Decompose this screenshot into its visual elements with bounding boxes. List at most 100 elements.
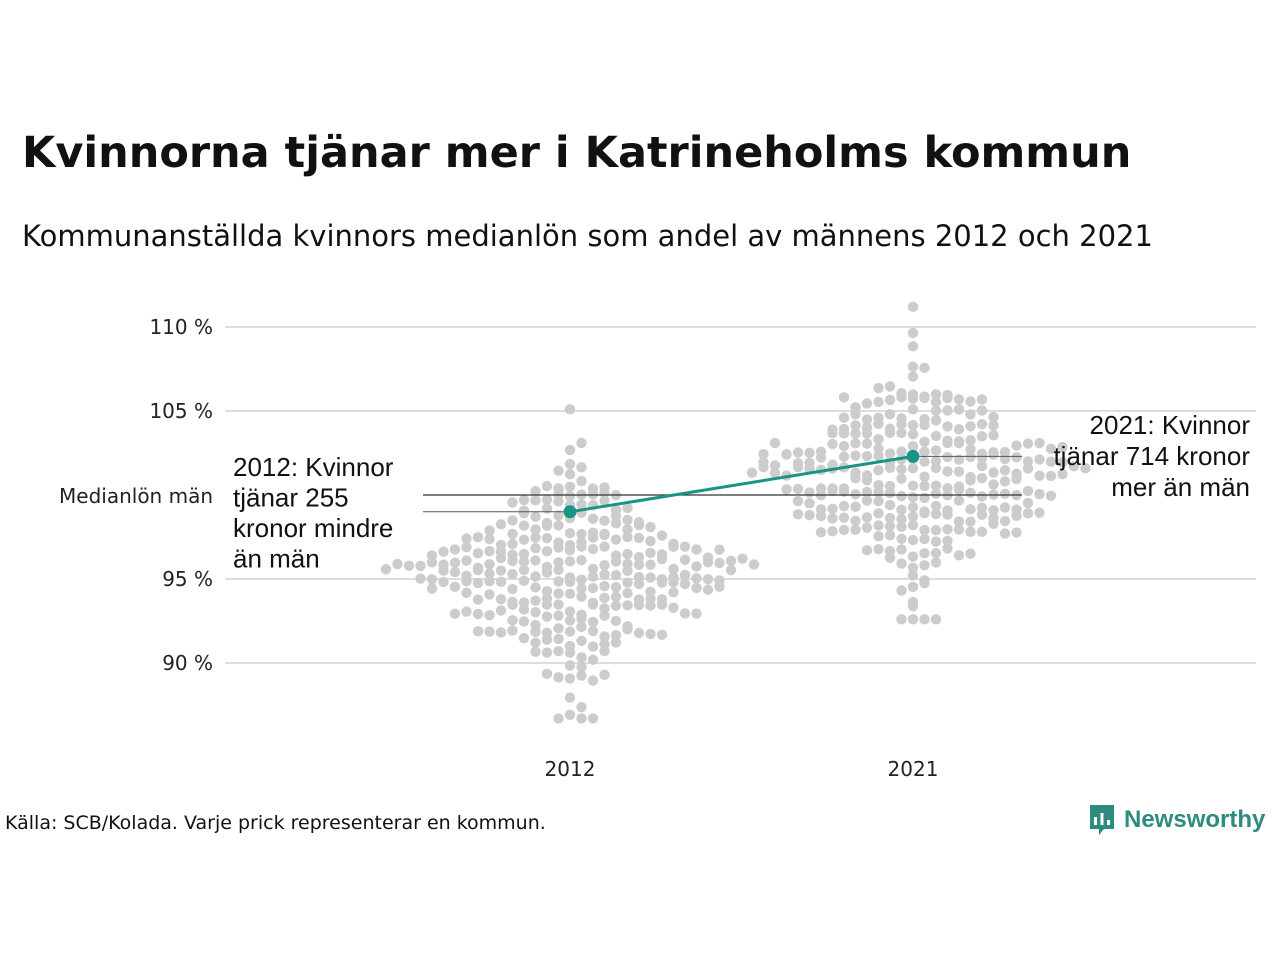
- municipality-dot: [380, 564, 392, 575]
- municipality-dot: [679, 608, 691, 619]
- municipality-dot: [907, 393, 919, 404]
- municipality-dot: [815, 452, 827, 463]
- municipality-dot: [873, 396, 884, 408]
- municipality-dot: [827, 427, 838, 439]
- highlight-layer: [563, 449, 920, 519]
- municipality-dot: [633, 627, 645, 639]
- municipality-dot: [1011, 440, 1022, 451]
- municipality-dot: [896, 585, 907, 596]
- municipality-dot: [1080, 463, 1091, 474]
- chart-title: Kvinnorna tjänar mer i Katrineholms komm…: [22, 128, 1132, 178]
- municipality-dot: [942, 535, 953, 546]
- municipality-dot: [576, 554, 587, 566]
- municipality-dot: [610, 510, 622, 522]
- municipality-dot: [484, 534, 495, 545]
- municipality-dot: [907, 519, 919, 531]
- municipality-dot: [919, 392, 930, 404]
- municipality-dot: [610, 569, 622, 581]
- municipality-dot: [507, 568, 518, 580]
- municipality-dot: [838, 440, 850, 452]
- y-tick-label: 95 %: [162, 567, 213, 591]
- municipality-dot: [873, 418, 884, 430]
- brand-name: Newsworthy: [1124, 806, 1266, 833]
- municipality-dot: [907, 327, 919, 339]
- municipality-dot: [965, 435, 976, 446]
- municipality-dot: [1045, 456, 1057, 467]
- municipality-dot: [815, 510, 827, 522]
- municipality-dot: [702, 556, 714, 568]
- municipality-dot: [988, 505, 999, 516]
- municipality-dot: [553, 610, 564, 621]
- municipality-dot: [1034, 437, 1045, 449]
- municipality-dot: [884, 381, 896, 392]
- municipality-dot: [919, 480, 930, 492]
- municipality-dot: [530, 495, 541, 506]
- municipality-dot: [815, 527, 827, 538]
- municipality-dot: [645, 559, 656, 570]
- municipality-dot: [873, 465, 884, 476]
- municipality-dot: [930, 462, 942, 474]
- municipality-dot: [564, 576, 576, 588]
- municipality-dot: [633, 599, 645, 611]
- municipality-dot: [861, 428, 873, 439]
- chart-subtitle: Kommunanställda kvinnors medianlön som a…: [22, 219, 1153, 253]
- municipality-dot: [691, 582, 702, 594]
- municipality-dot: [838, 412, 850, 423]
- municipality-dot: [942, 543, 953, 554]
- annotation-text: kronor mindre: [233, 513, 393, 543]
- municipality-dot: [999, 502, 1011, 513]
- municipality-dot: [907, 404, 919, 415]
- municipality-dot: [884, 552, 896, 563]
- municipality-dot: [861, 495, 873, 506]
- municipality-dot: [769, 460, 781, 471]
- y-tick-label: 110 %: [149, 315, 213, 339]
- municipality-dot: [861, 475, 873, 486]
- municipality-dot: [530, 571, 541, 582]
- municipality-dot: [645, 521, 656, 533]
- municipality-dot: [873, 487, 884, 498]
- municipality-dot: [850, 515, 861, 526]
- municipality-dot: [965, 444, 976, 455]
- municipality-dot: [781, 449, 792, 460]
- municipality-dot: [838, 451, 850, 462]
- municipality-dot: [896, 446, 907, 457]
- municipality-dot: [656, 553, 668, 565]
- municipality-dot: [1022, 463, 1034, 474]
- municipality-dot: [907, 614, 919, 625]
- municipality-dot: [827, 485, 838, 497]
- municipality-dot: [484, 525, 495, 536]
- municipality-dot: [518, 548, 530, 560]
- municipality-dot: [645, 586, 656, 597]
- municipality-dot: [976, 405, 988, 416]
- municipality-dot: [919, 456, 930, 467]
- municipality-dot: [907, 601, 919, 612]
- municipality-dot: [530, 582, 541, 593]
- municipality-dot: [553, 465, 564, 476]
- municipality-dot: [896, 521, 907, 533]
- municipality-dot: [896, 614, 907, 625]
- municipality-dot: [884, 512, 896, 524]
- municipality-dot: [599, 592, 610, 604]
- municipality-dot: [781, 484, 792, 495]
- municipality-dot: [610, 556, 622, 567]
- municipality-dot: [976, 472, 988, 484]
- annotation-text: mer än män: [1111, 472, 1250, 502]
- municipality-dot: [942, 466, 953, 477]
- municipality-dot: [599, 529, 610, 541]
- municipality-dot: [907, 501, 919, 513]
- municipality-dot: [999, 528, 1011, 539]
- municipality-dot: [449, 544, 461, 555]
- municipality-dot: [930, 548, 942, 559]
- municipality-dot: [907, 361, 919, 372]
- municipality-dot: [564, 544, 576, 556]
- municipality-dot: [599, 580, 610, 592]
- municipality-dot: [668, 563, 679, 575]
- municipality-dot: [507, 555, 518, 567]
- grid-layer: [225, 326, 1256, 664]
- municipality-dot: [930, 405, 942, 416]
- municipality-dot: [976, 491, 988, 502]
- municipality-dot: [541, 634, 553, 646]
- municipality-dot: [953, 484, 965, 495]
- municipality-dot: [714, 544, 725, 555]
- municipality-dot: [850, 524, 861, 536]
